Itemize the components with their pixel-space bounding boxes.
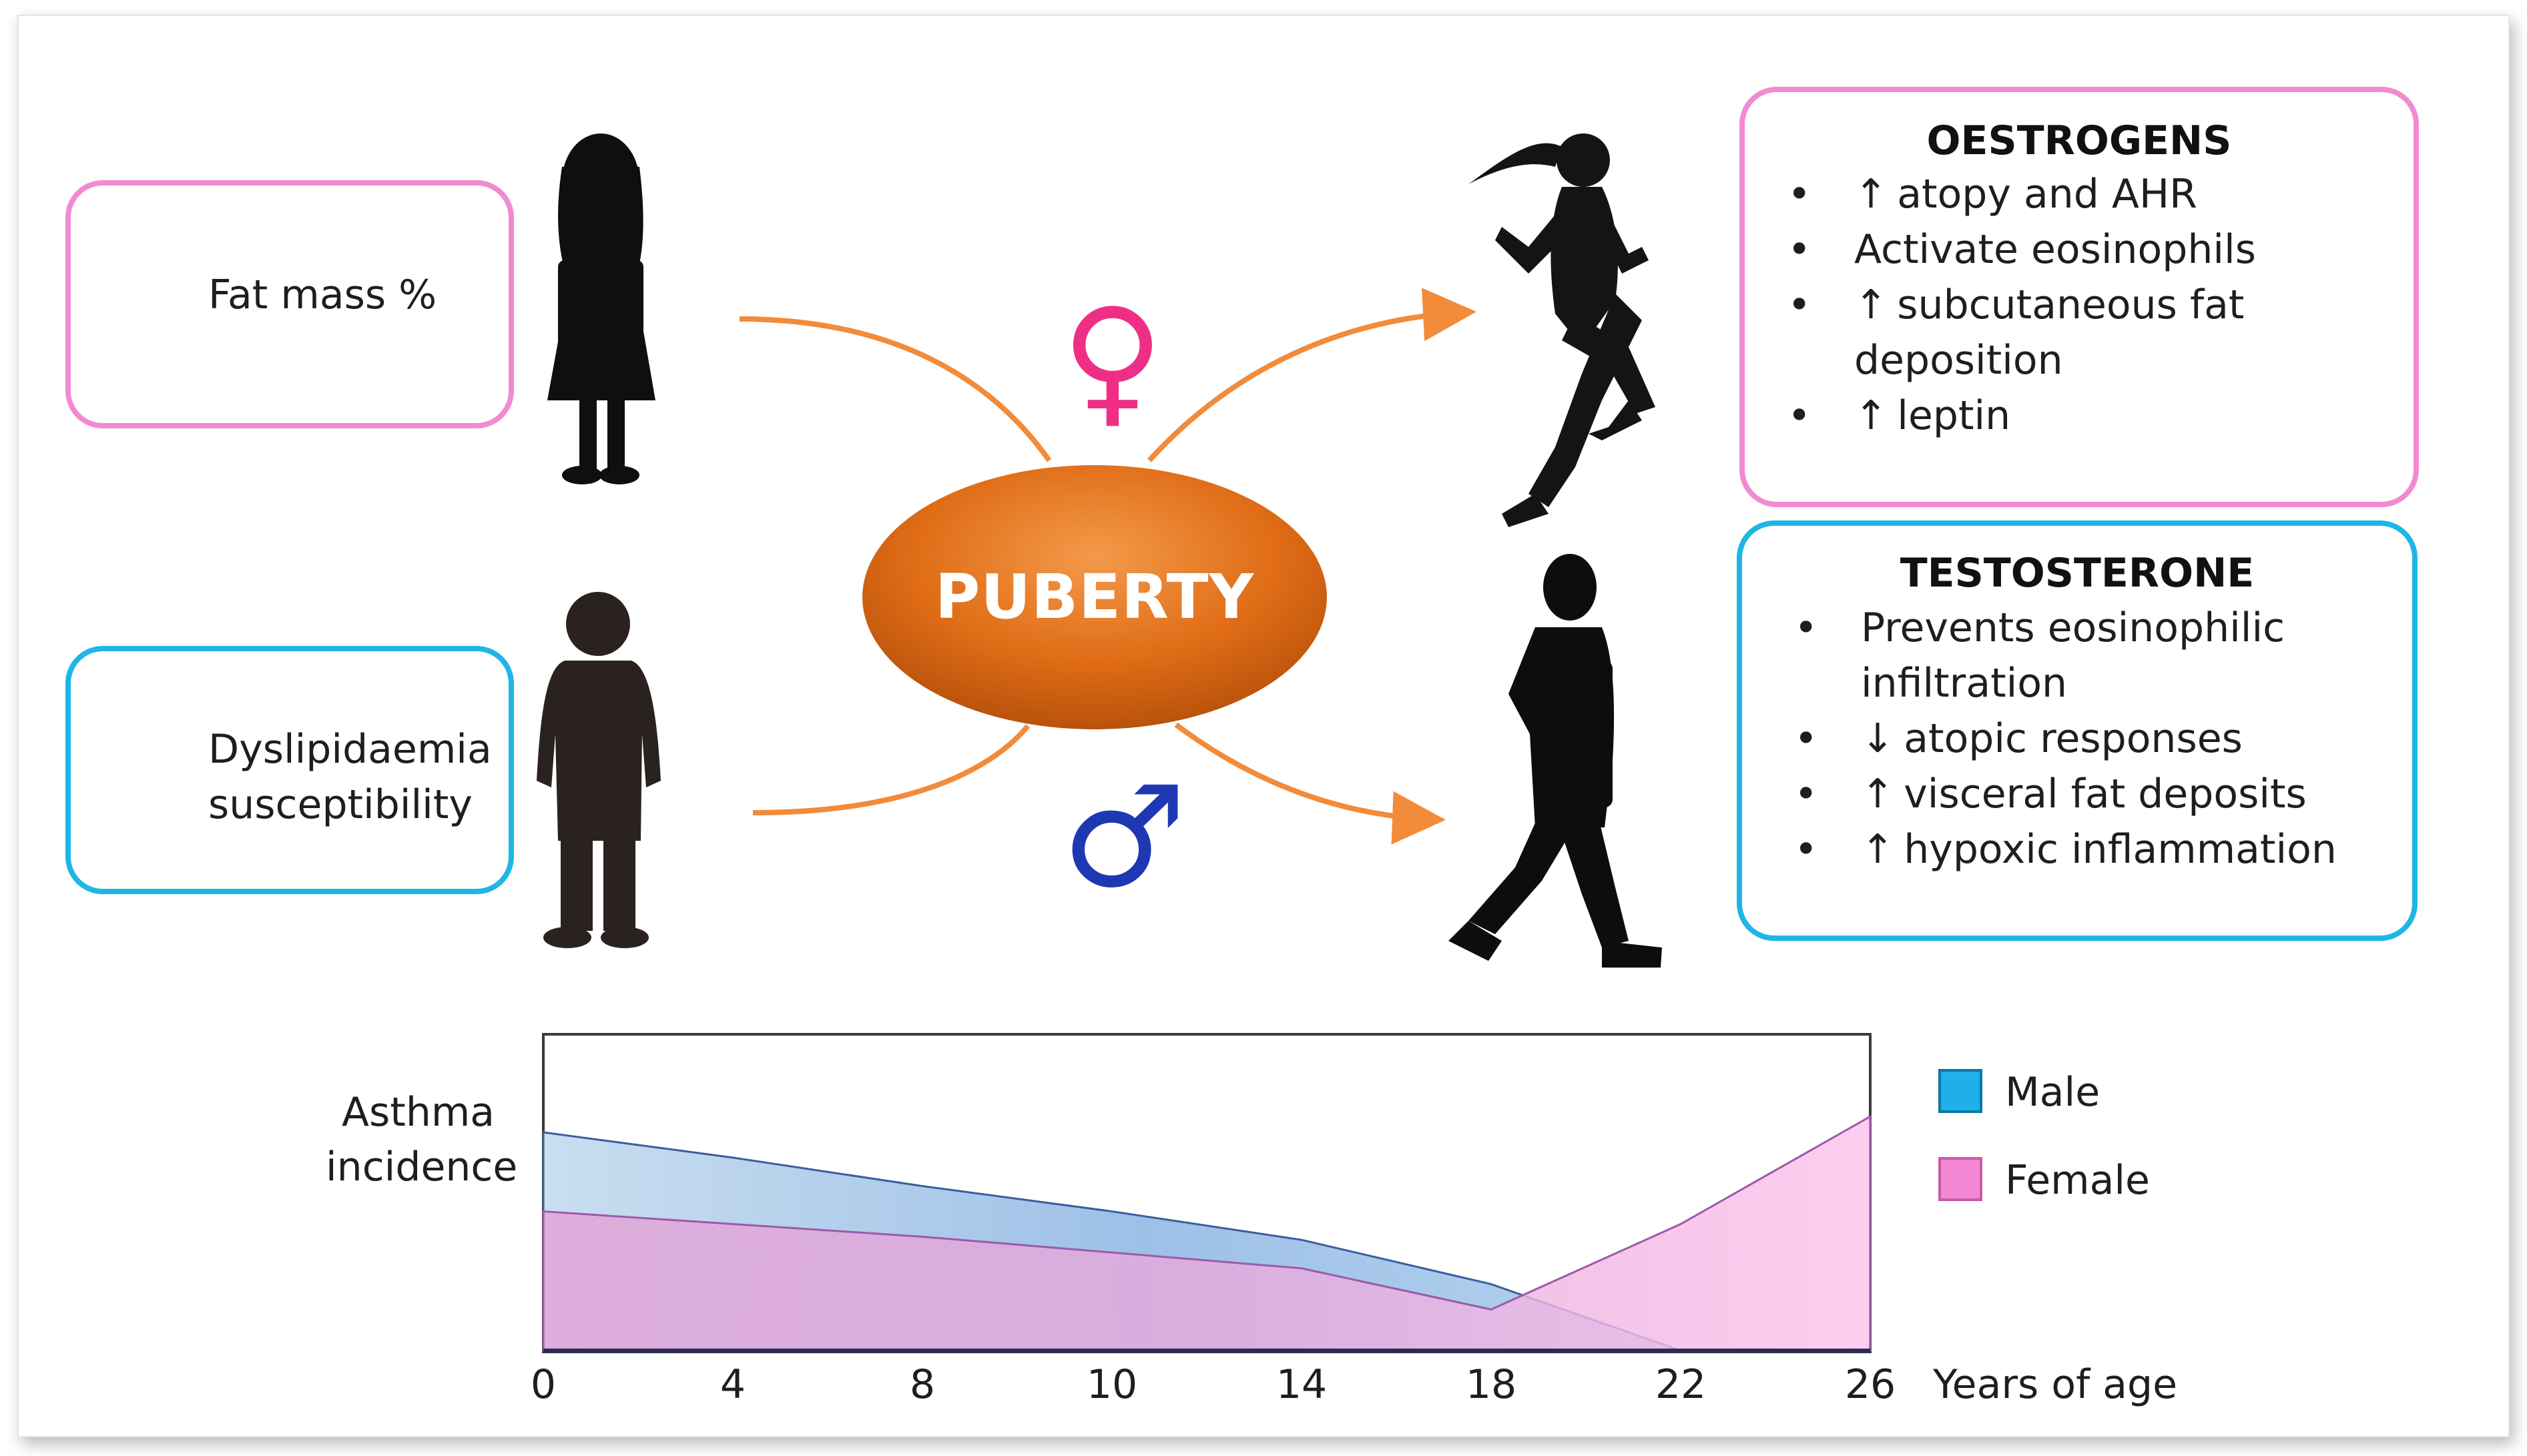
running-woman-silhouette-icon [1468, 133, 1655, 527]
list-item: • ↑ visceral fat deposits [1794, 767, 2408, 822]
list-item-text: Prevents eosinophilic [1861, 605, 2285, 651]
walking-man-silhouette-icon [1448, 554, 1662, 968]
connector-puberty-to-man [1174, 722, 1446, 845]
list-item-text: leptin [1897, 392, 2011, 439]
list-item-text: atopic responses [1904, 715, 2243, 762]
chart-xlabel: Years of age [1933, 1361, 2178, 1408]
list-item-text: subcutaneous fat [1897, 282, 2245, 328]
x-tick-label: 0 [530, 1361, 557, 1408]
chart-ylabel-line1: Asthma [342, 1089, 495, 1136]
list-item-continuation: deposition [1854, 333, 2402, 388]
up-arrow-icon: ↑ [1861, 771, 1895, 817]
fat-mass-label: Fat mass % [208, 272, 437, 318]
legend-swatch-male [1938, 1069, 1982, 1113]
x-tick-label: 18 [1465, 1361, 1517, 1408]
connector-puberty-to-woman [1147, 288, 1476, 462]
list-item-text: deposition [1854, 337, 2063, 384]
x-tick-label: 22 [1655, 1361, 1707, 1408]
fat-mass-box: Fat mass % [65, 180, 514, 428]
list-item: • Activate eosinophils [1787, 222, 2402, 278]
list-item-text: infiltration [1861, 660, 2068, 707]
female-symbol-icon: ♀ [1061, 278, 1164, 442]
oestrogens-box: OESTROGENS • ↑ atopy and AHR • Activate eos… [1739, 87, 2419, 507]
up-arrow-icon: ↑ [1854, 392, 1888, 439]
list-item-text: hypoxic inflammation [1904, 826, 2337, 873]
oestrogens-list: • ↑ atopy and AHR • Activate eosinophils • ↑… [1787, 167, 2402, 444]
list-item: • ↓ atopic responses [1794, 711, 2408, 767]
legend-label-female: Female [2005, 1157, 2150, 1204]
x-tick-label: 26 [1844, 1361, 1896, 1408]
bullet-icon: • [1794, 771, 1818, 817]
puberty-ellipse [862, 465, 1327, 729]
bullet-icon: • [1787, 226, 1811, 273]
bullet-icon: • [1787, 171, 1811, 218]
testosterone-box: TESTOSTERONE • Prevents eosinophilic infi… [1737, 520, 2418, 941]
list-item-continuation: infiltration [1861, 656, 2408, 711]
legend-swatch-female [1938, 1157, 1982, 1201]
series-area-female [542, 1114, 1872, 1352]
testosterone-list: • Prevents eosinophilic infiltration • ↓ at… [1794, 601, 2408, 877]
x-tick-label: 10 [1086, 1361, 1138, 1408]
oestrogens-title: OESTROGENS [1926, 117, 2232, 164]
list-item-text: atopy and AHR [1897, 171, 2197, 218]
connector-boy-to-puberty [752, 724, 1031, 815]
list-item: • ↑ hypoxic inflammation [1794, 822, 2408, 877]
legend-label-male: Male [2005, 1069, 2100, 1116]
girl-silhouette-icon [547, 133, 655, 484]
list-item-text: visceral fat deposits [1904, 771, 2307, 817]
x-tick-label: 4 [720, 1361, 746, 1408]
up-arrow-icon: ↑ [1861, 826, 1895, 873]
down-arrow-icon: ↓ [1861, 715, 1895, 762]
chart-ylabel-line2: incidence [326, 1144, 518, 1190]
list-item-text: Activate eosinophils [1854, 226, 2256, 273]
list-item: • ↑ atopy and AHR [1787, 167, 2402, 222]
up-arrow-icon: ↑ [1854, 171, 1888, 218]
dyslipidaemia-label-line1: Dyslipidaemia [208, 726, 492, 773]
x-tick-label: 14 [1276, 1361, 1328, 1408]
list-item: • Prevents eosinophilic [1794, 601, 2408, 656]
boy-silhouette-icon [537, 592, 661, 948]
up-arrow-icon: ↑ [1854, 282, 1888, 328]
testosterone-title: TESTOSTERONE [1900, 550, 2255, 597]
list-item: • ↑ leptin [1787, 388, 2402, 444]
bullet-icon: • [1794, 605, 1818, 651]
bullet-icon: • [1794, 826, 1818, 873]
male-symbol-icon: ♂ [1061, 755, 1187, 919]
dyslipidaemia-label-line2: susceptibility [208, 781, 473, 828]
bullet-icon: • [1794, 715, 1818, 762]
puberty-label: PUBERTY [934, 561, 1255, 633]
x-tick-label: 8 [909, 1361, 936, 1408]
connector-girl-to-puberty [739, 316, 1052, 462]
bullet-icon: • [1787, 392, 1811, 439]
list-item: • ↑ subcutaneous fat [1787, 278, 2402, 333]
bullet-icon: • [1787, 282, 1811, 328]
dyslipidaemia-box: Dyslipidaemia susceptibility [65, 646, 514, 894]
